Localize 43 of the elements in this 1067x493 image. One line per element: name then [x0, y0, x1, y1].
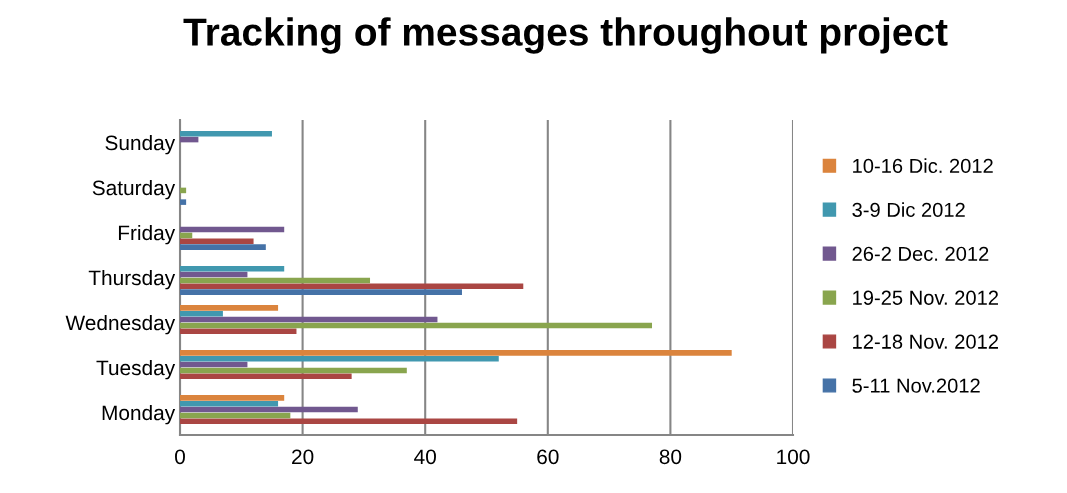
legend-label: 3-9 Dic 2012: [852, 202, 965, 217]
bar: [180, 412, 291, 419]
bar: [180, 418, 518, 425]
y-tick-label: Saturday: [92, 179, 176, 200]
bar: [180, 283, 524, 290]
bar: [180, 130, 272, 137]
x-tick-label: 40: [414, 449, 436, 465]
bar: [180, 244, 266, 250]
bar: [180, 316, 438, 323]
bar: [180, 322, 653, 329]
y-tick-label: Tuesday: [96, 359, 176, 380]
y-tick-label: Friday: [118, 224, 176, 245]
bar: [180, 265, 285, 272]
bar: [180, 328, 297, 335]
bar: [180, 400, 279, 407]
x-tick-label: 0: [175, 449, 185, 465]
x-tick-label: 20: [292, 449, 314, 465]
legend-label: 12-18 Nov. 2012: [853, 334, 998, 349]
bar: [180, 395, 285, 401]
y-tick-label: Wednesday: [65, 314, 176, 335]
bar: [180, 373, 352, 380]
bar: [180, 238, 254, 245]
y-tick-label: Sunday: [105, 134, 176, 155]
chart-title: Tracking of messages throughout project: [183, 17, 948, 54]
bar: [180, 277, 371, 284]
x-tick-label: 80: [659, 449, 682, 465]
bar: [180, 350, 732, 356]
legend-label: 10-16 Dic. 2012: [853, 158, 993, 174]
legend-label: 5-11 Nov.2012: [852, 378, 980, 393]
bar: [180, 406, 358, 413]
legend-label: 19-25 Nov. 2012: [853, 290, 998, 305]
legend-label: 26-2 Dec. 2012: [852, 246, 989, 261]
bar: [180, 226, 285, 233]
bar: [180, 305, 279, 311]
bar: [180, 310, 223, 317]
x-tick-label: 60: [537, 449, 559, 465]
bar: [180, 367, 407, 374]
y-tick-label: Monday: [102, 404, 176, 425]
x-tick-label: 100: [777, 449, 810, 465]
bar: [180, 289, 462, 295]
bar: [180, 355, 499, 362]
bar: [180, 199, 187, 205]
y-tick-label: Thursday: [88, 269, 176, 290]
